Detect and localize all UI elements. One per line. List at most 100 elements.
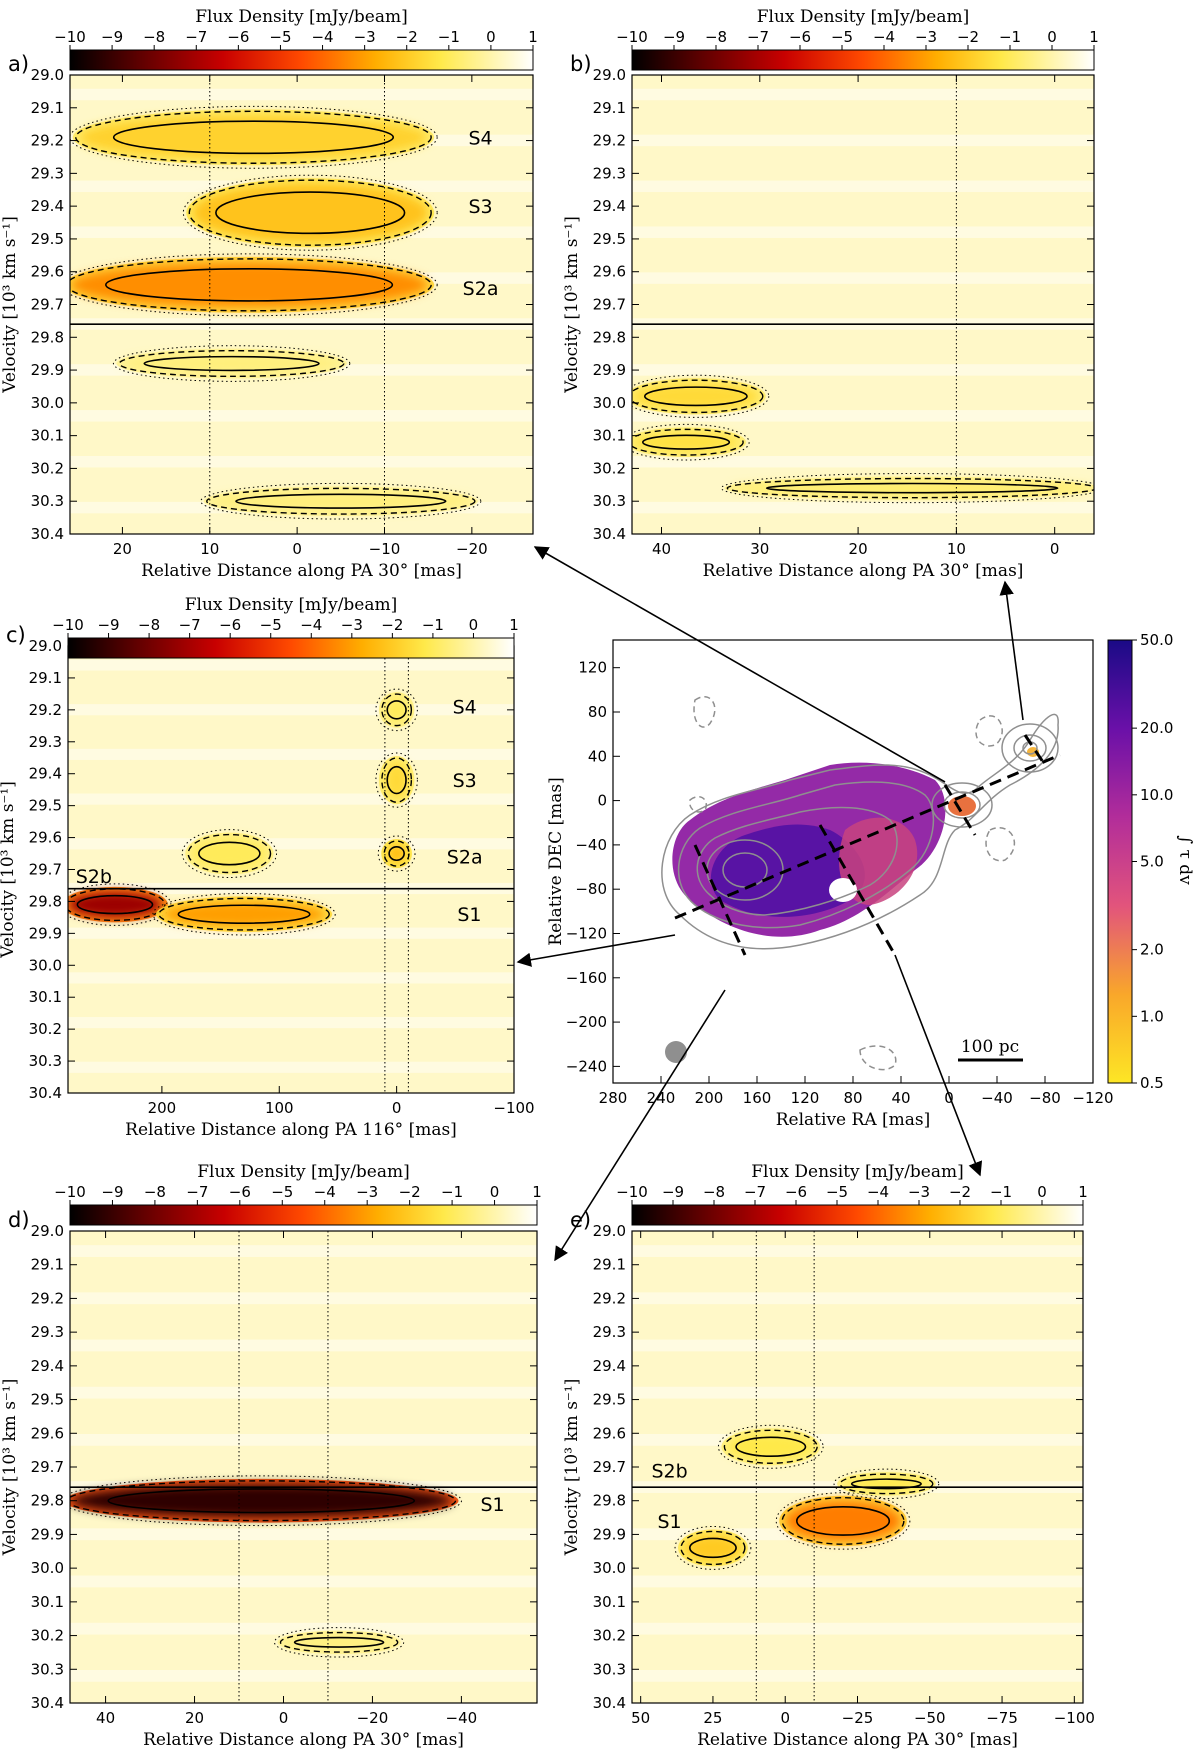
noise-band	[632, 1339, 1083, 1352]
panel-image	[70, 75, 533, 534]
component-label: S4	[469, 127, 493, 149]
noise-band	[70, 1433, 537, 1446]
y-tick-label: 29.3	[593, 1323, 626, 1341]
y-axis-ticks: 29.0 29.1 29.2 29.3 29.4 29.5 29.6 29.7 29.8 29.9…	[593, 66, 1094, 543]
noise-band	[68, 838, 514, 850]
y-tick-label: 29.1	[31, 1256, 64, 1274]
colorbar-tick-label: −10	[616, 28, 648, 46]
contour-dotted	[833, 1468, 940, 1500]
y-tick-label: 29.8	[29, 892, 62, 910]
y-tick-label: 29.1	[29, 669, 62, 687]
noise-band	[70, 1386, 537, 1399]
y-tick-label: 29.1	[31, 99, 64, 117]
map-x-tick-label: −120	[1072, 1089, 1113, 1107]
map-y-tick-label: 80	[588, 703, 607, 721]
contour-dotted	[70, 1475, 462, 1527]
map-x-tick-label: 0	[944, 1089, 954, 1107]
y-tick-label: 30.3	[29, 1052, 62, 1070]
map-colorbar-tick-label: 50.0	[1140, 631, 1173, 649]
colorbar-tick-label: −3	[354, 28, 376, 46]
y-tick-label: 29.6	[593, 263, 626, 281]
noise-band	[70, 455, 533, 468]
map-y-tick-label: −200	[566, 1013, 607, 1031]
noise-band	[632, 1622, 1083, 1635]
y-tick-label: 29.9	[593, 361, 626, 379]
x-tick-label: 10	[200, 540, 219, 558]
continuum-contour	[1001, 723, 1059, 773]
contour-dashed	[726, 477, 1094, 499]
x-axis-ticks: 200 100 0 −100	[148, 646, 535, 1117]
colorbar-gradient	[631, 49, 1095, 71]
colorbar-tick-label: −4	[314, 1183, 336, 1201]
x-tick-label: −75	[986, 1709, 1018, 1727]
colorbar-tick-label: −7	[744, 1183, 766, 1201]
noise-band	[70, 1622, 537, 1635]
x-axis-ticks: 20 10 0 −10 −20	[113, 75, 488, 558]
colorbar-tick-label: 0	[1037, 1183, 1047, 1201]
y-axis-ticks: 29.0 29.1 29.2 29.3 29.4 29.5 29.6 29.7 29.8 29.9…	[29, 637, 514, 1102]
map-y-tick-label: 120	[578, 659, 607, 677]
panel-label: b)	[570, 52, 592, 76]
contour-dotted	[632, 374, 770, 418]
contour-dashed	[188, 179, 432, 246]
x-tick-label: 30	[750, 540, 769, 558]
y-tick-label: 29.3	[593, 164, 626, 182]
map-y-tick-label: −80	[575, 880, 607, 898]
x-tick-label: 10	[947, 540, 966, 558]
y-tick-label: 30.2	[29, 1020, 62, 1038]
continuum-contour	[677, 781, 935, 929]
component-label: S1	[480, 1494, 504, 1516]
colorbar-tick-label: −4	[867, 1183, 889, 1201]
colorbar-gradient	[631, 1204, 1084, 1226]
x-tick-label: 0	[1050, 540, 1060, 558]
y-tick-label: 30.4	[31, 525, 64, 543]
contour-solid	[642, 434, 731, 450]
contour-dotted	[70, 105, 438, 169]
x-tick-label: 20	[113, 540, 132, 558]
y-axis-ticks: 29.0 29.1 29.2 29.3 29.4 29.5 29.6 29.7 29.8 29.9…	[31, 1222, 537, 1712]
cut-line-a	[943, 784, 977, 836]
colorbar-tick-label: −9	[662, 1183, 684, 1201]
continuum-contour	[931, 782, 993, 828]
noise-band	[70, 1339, 537, 1352]
colorbar-tick-label: −2	[957, 28, 979, 46]
arrow-to-b	[999, 580, 1024, 721]
y-tick-label: 30.4	[593, 525, 626, 543]
colorbar-tick-label: −2	[949, 1183, 971, 1201]
y-tick-label: 29.4	[31, 197, 64, 215]
contour-dotted	[200, 482, 482, 520]
colorbar-tick-label: −8	[138, 616, 160, 634]
noise-band	[68, 1061, 514, 1073]
map-colorbar-tick-label: 5.0	[1140, 853, 1164, 871]
noise-band	[70, 410, 533, 422]
contour-solid	[112, 120, 395, 155]
arrow-to-c	[516, 934, 676, 967]
opacity-map-panel: 100 pc 280 240 200 160 120 80 40 0 −40 −80 −120120…	[546, 631, 1195, 1130]
colorbar-tick-label: −8	[143, 28, 165, 46]
y-tick-label: 29.0	[31, 1222, 64, 1240]
contour-dashed	[158, 897, 330, 931]
contour-dotted	[775, 1492, 911, 1550]
x-tick-label: −20	[456, 540, 488, 558]
beam-ellipse	[665, 1041, 687, 1063]
y-tick-label: 29.6	[593, 1424, 626, 1442]
y-tick-label: 29.4	[31, 1357, 64, 1375]
colorbar-tick-label: −9	[101, 28, 123, 46]
scalebar-label: 100 pc	[961, 1037, 1019, 1057]
noise-band	[632, 180, 1094, 193]
map-colorbar-tick-label: 20.0	[1140, 719, 1173, 737]
noise-band	[68, 793, 514, 805]
y-tick-label: 29.9	[31, 1525, 64, 1543]
colorbar-tick-label: −2	[396, 28, 418, 46]
contour-dashed	[381, 693, 413, 727]
x-tick-label: 50	[631, 1709, 650, 1727]
noise-band	[68, 748, 514, 760]
colorbar-tick-label: −3	[356, 1183, 378, 1201]
contour-dotted	[152, 892, 336, 936]
contour-dashed	[70, 1480, 457, 1522]
y-tick-label: 30.2	[593, 459, 626, 477]
contour-solid	[177, 904, 311, 924]
x-tick-label: 25	[703, 1709, 722, 1727]
